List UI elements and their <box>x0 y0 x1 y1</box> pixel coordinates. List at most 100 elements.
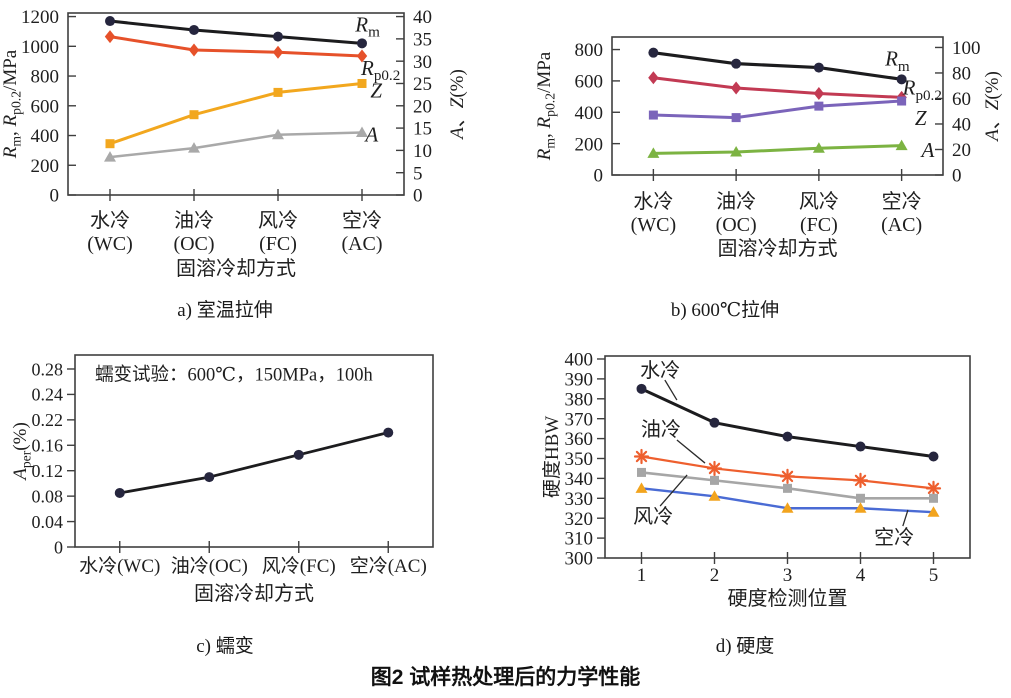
svg-text:0.22: 0.22 <box>32 410 64 430</box>
svg-text:固溶冷却方式: 固溶冷却方式 <box>194 582 314 605</box>
svg-text:(AC): (AC) <box>341 233 382 255</box>
svg-text:350: 350 <box>565 449 594 470</box>
svg-text:0.04: 0.04 <box>32 512 64 532</box>
svg-text:340: 340 <box>565 469 594 490</box>
svg-text:A、Z(%): A、Z(%) <box>447 69 468 141</box>
svg-text:(WC): (WC) <box>631 214 677 236</box>
svg-text:油冷: 油冷 <box>174 209 214 232</box>
caption-a: a) 室温拉伸 <box>177 300 273 321</box>
svg-text:390: 390 <box>565 370 594 391</box>
svg-text:0: 0 <box>952 166 962 187</box>
svg-text:Aper(%): Aper(%) <box>10 422 34 482</box>
svg-text:0.24: 0.24 <box>32 385 64 405</box>
svg-text:0: 0 <box>594 166 604 187</box>
svg-text:风冷: 风冷 <box>633 505 673 528</box>
svg-text:0: 0 <box>50 186 60 207</box>
svg-text:400: 400 <box>31 126 60 147</box>
svg-text:310: 310 <box>565 529 594 550</box>
svg-text:370: 370 <box>565 409 594 430</box>
svg-text:水冷: 水冷 <box>90 209 130 232</box>
svg-text:Rp0.2: Rp0.2 <box>360 56 400 84</box>
svg-text:固溶冷却方式: 固溶冷却方式 <box>718 237 838 260</box>
svg-text:A: A <box>363 122 378 146</box>
svg-text:40: 40 <box>413 7 432 28</box>
caption-d: d) 硬度 <box>715 636 775 657</box>
svg-text:Rp0.2: Rp0.2 <box>902 76 942 104</box>
svg-text:360: 360 <box>565 429 594 450</box>
svg-text:35: 35 <box>413 30 432 51</box>
svg-text:Z: Z <box>370 79 382 103</box>
svg-text:3: 3 <box>783 565 793 586</box>
svg-text:20: 20 <box>952 140 971 161</box>
svg-text:10: 10 <box>413 141 432 162</box>
svg-text:风冷(FC): 风冷(FC) <box>262 555 336 577</box>
svg-text:空冷: 空冷 <box>342 209 382 232</box>
svg-text:330: 330 <box>565 489 594 510</box>
svg-text:油冷: 油冷 <box>716 190 756 213</box>
svg-text:(FC): (FC) <box>259 233 297 255</box>
svg-text:水冷: 水冷 <box>640 359 680 382</box>
caption-b: b) 600℃拉伸 <box>670 300 780 321</box>
svg-text:40: 40 <box>952 115 971 136</box>
svg-text:Rm, Rp0.2/MPa: Rm, Rp0.2/MPa <box>535 51 558 161</box>
svg-text:空冷: 空冷 <box>874 526 914 549</box>
chart-c-creep: 0 0.04 0.08 0.12 0.16 0.22 0.24 0.28 水冷(WC) 油冷(OC… <box>10 354 434 605</box>
figure-title: 图2 试样热处理后的力学性能 <box>370 666 641 689</box>
svg-text:60: 60 <box>952 89 971 110</box>
svg-text:Rm: Rm <box>354 13 380 41</box>
svg-text:水冷(WC): 水冷(WC) <box>79 555 160 577</box>
svg-text:(AC): (AC) <box>881 214 922 236</box>
chart-a-room-temp-tensile: 0200400600800100012000510152025303540水冷(… <box>0 7 468 278</box>
svg-text:硬度检测位置: 硬度检测位置 <box>728 587 848 610</box>
svg-text:5: 5 <box>413 163 423 184</box>
svg-text:0: 0 <box>54 537 63 557</box>
svg-text:600: 600 <box>575 72 604 93</box>
svg-text:固溶冷却方式: 固溶冷却方式 <box>176 257 296 278</box>
svg-text:0.28: 0.28 <box>32 359 64 379</box>
svg-text:油冷: 油冷 <box>641 418 681 441</box>
svg-text:380: 380 <box>565 389 594 410</box>
svg-text:30: 30 <box>413 52 432 73</box>
caption-c: c) 蠕变 <box>196 636 254 657</box>
svg-text:(OC): (OC) <box>173 233 214 255</box>
svg-text:(WC): (WC) <box>87 233 133 255</box>
svg-text:风冷: 风冷 <box>799 190 839 213</box>
svg-text:Z: Z <box>915 106 927 130</box>
svg-text:0.16: 0.16 <box>32 436 64 456</box>
svg-text:硬度HBW: 硬度HBW <box>541 416 563 498</box>
svg-text:4: 4 <box>856 565 866 586</box>
svg-text:油冷(OC): 油冷(OC) <box>171 555 248 577</box>
svg-text:空冷(AC): 空冷(AC) <box>350 555 427 577</box>
chart-b-600c-tensile: 0200400600800020406080100水冷(WC)油冷(OC)风冷(… <box>535 36 1003 260</box>
svg-text:0: 0 <box>413 186 423 207</box>
svg-text:320: 320 <box>565 509 594 530</box>
svg-text:(FC): (FC) <box>800 214 838 236</box>
svg-text:5: 5 <box>929 565 939 586</box>
svg-text:1200: 1200 <box>21 7 59 28</box>
svg-text:400: 400 <box>565 350 594 371</box>
svg-text:1: 1 <box>637 565 647 586</box>
svg-text:25: 25 <box>413 74 432 95</box>
svg-text:100: 100 <box>952 38 981 59</box>
svg-text:蠕变试验：600℃，150MPa，100h: 蠕变试验：600℃，150MPa，100h <box>95 365 373 386</box>
svg-text:1000: 1000 <box>21 37 59 58</box>
svg-text:A: A <box>919 138 934 162</box>
svg-text:0.12: 0.12 <box>32 461 64 481</box>
svg-text:Rm, Rp0.2/MPa: Rm, Rp0.2/MPa <box>0 49 24 159</box>
svg-text:Rm: Rm <box>884 47 910 75</box>
svg-text:15: 15 <box>413 119 432 140</box>
svg-text:400: 400 <box>575 103 604 124</box>
svg-text:800: 800 <box>31 67 60 88</box>
svg-text:20: 20 <box>413 96 432 117</box>
svg-text:200: 200 <box>575 134 604 155</box>
svg-text:2: 2 <box>710 565 720 586</box>
svg-text:(OC): (OC) <box>716 214 757 236</box>
svg-text:水冷: 水冷 <box>633 190 673 213</box>
svg-text:200: 200 <box>31 156 60 177</box>
svg-text:800: 800 <box>575 40 604 61</box>
svg-text:0.08: 0.08 <box>32 486 64 506</box>
svg-text:空冷: 空冷 <box>882 190 922 213</box>
svg-text:风冷: 风冷 <box>258 209 298 232</box>
